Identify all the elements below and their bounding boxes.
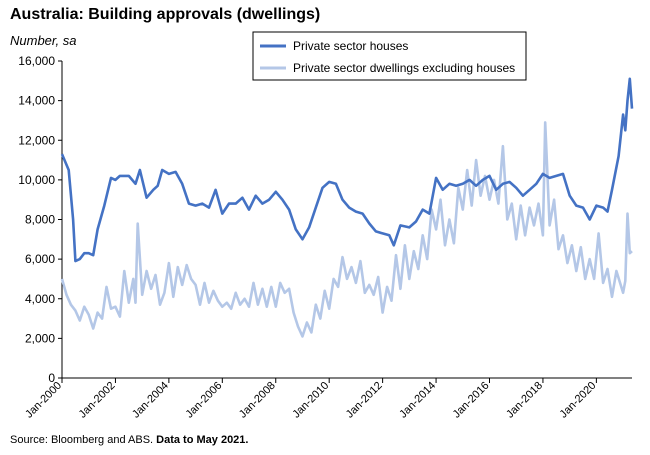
y-tick-label: 4,000 (25, 292, 55, 306)
x-tick-label: Jan-2010 (290, 380, 331, 421)
series-line-private-houses (60, 77, 634, 263)
x-tick-label: Jan-2012 (344, 380, 385, 421)
y-tick-label: 12,000 (18, 133, 55, 147)
legend: Private sector houses Private sector dwel… (252, 31, 527, 81)
y-tick-label: 0 (48, 371, 55, 385)
y-tick-label: 8,000 (25, 213, 55, 227)
y-tick-label: 14,000 (18, 94, 55, 108)
x-tick-label: Jan-2000 (23, 380, 64, 421)
legend-label: Private sector dwellings excluding house… (293, 61, 515, 75)
series-line-private-dwellings-excl-houses (60, 121, 633, 338)
chart-title: Australia: Building approvals (dwellings… (10, 6, 321, 23)
y-tick-label: 2,000 (25, 331, 55, 345)
x-axis: Jan-2000 Jan-2002 Jan-2004 Jan-2006 Jan-2008… (23, 377, 632, 421)
data-to-note: Data to May 2021. (156, 434, 249, 446)
legend-label: Private sector houses (293, 39, 408, 53)
y-axis: 0 2,000 4,000 6,000 8,000 10,000 12,000 14,000 1… (18, 54, 63, 385)
source-note: Source: Bloomberg and ABS. Data to May 2… (10, 434, 248, 446)
y-tick-label: 16,000 (18, 54, 55, 68)
legend-box (252, 31, 527, 81)
y-units-label: Number, sa (10, 33, 77, 48)
y-tick-label: 6,000 (25, 252, 55, 266)
x-tick-label: Jan-2006 (184, 380, 225, 421)
x-tick-label: Jan-2008 (237, 380, 278, 421)
x-tick-label: Jan-2016 (451, 380, 492, 421)
y-tick-label: 10,000 (18, 173, 55, 187)
x-tick-label: Jan-2002 (77, 380, 118, 421)
x-tick-label: Jan-2014 (397, 380, 438, 421)
series-layer (60, 77, 634, 338)
x-tick-label: Jan-2018 (504, 380, 545, 421)
x-tick-label: Jan-2004 (130, 380, 171, 421)
x-tick-label: Jan-2020 (558, 380, 599, 421)
source-text: Source: Bloomberg and ABS. (10, 434, 157, 446)
